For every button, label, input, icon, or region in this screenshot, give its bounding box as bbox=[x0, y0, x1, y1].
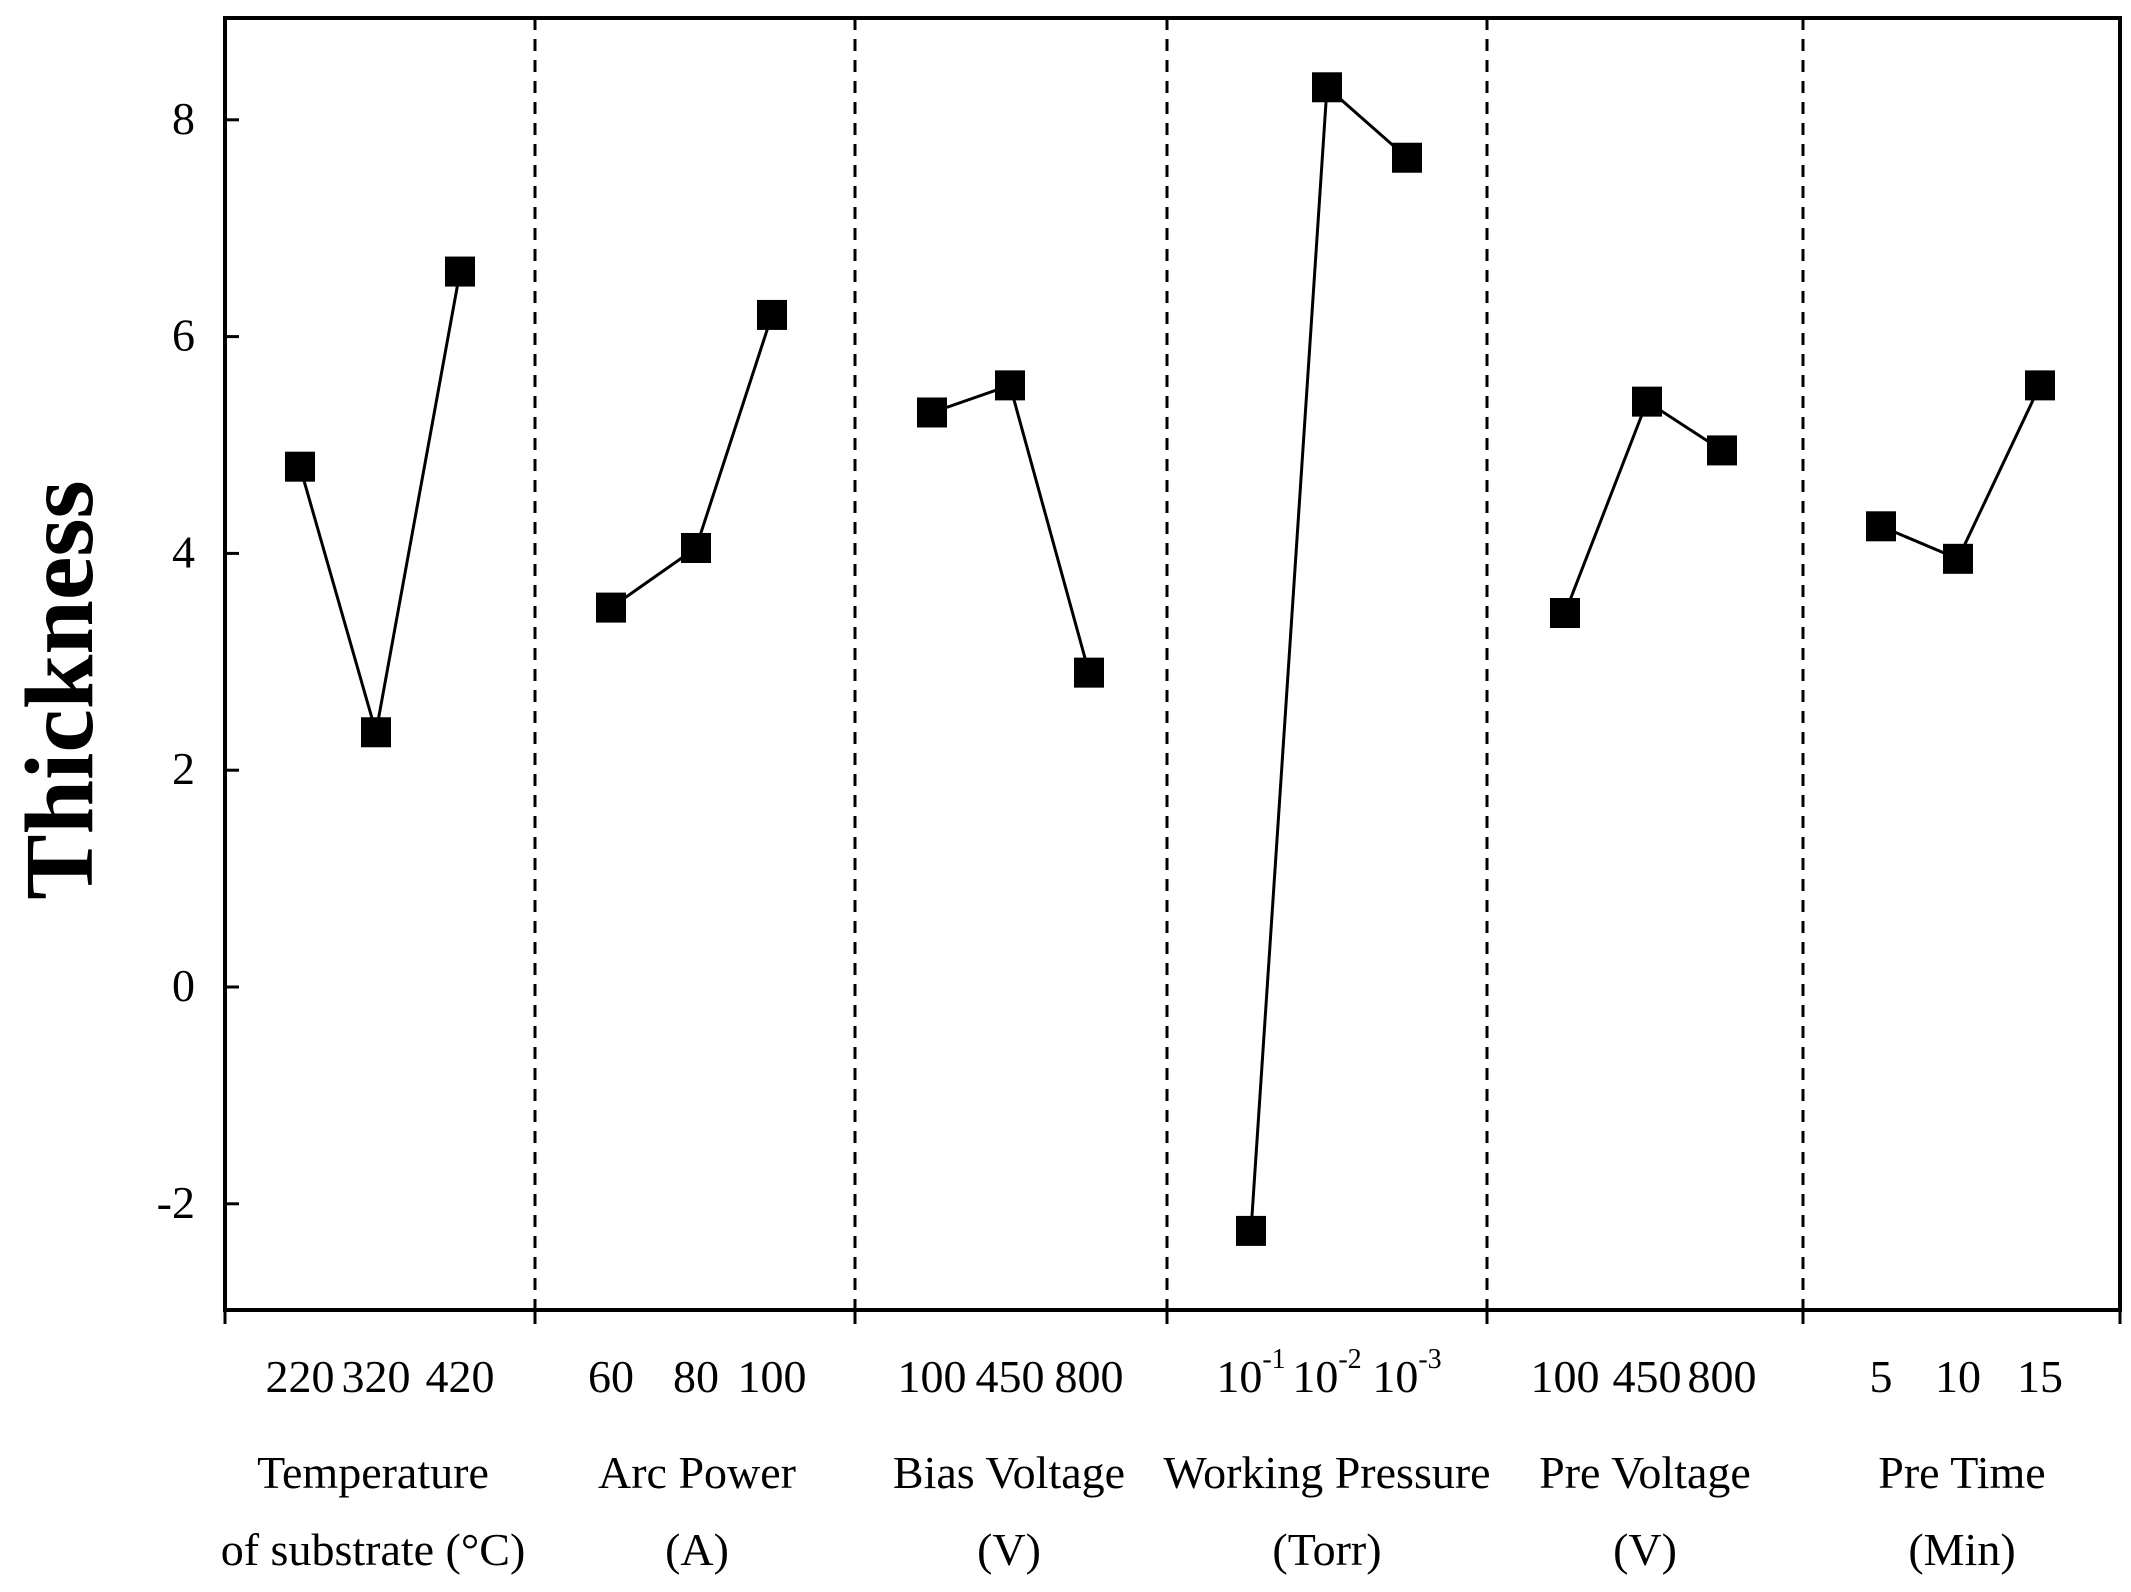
data-point-marker bbox=[1312, 72, 1342, 103]
data-point-marker bbox=[596, 592, 626, 623]
group-label-line1: Temperature bbox=[257, 1447, 489, 1498]
y-tick-label: 4 bbox=[172, 526, 195, 577]
x-tick-label: 10-1 bbox=[1216, 1344, 1285, 1402]
y-tick-label: 6 bbox=[172, 310, 195, 361]
series-line bbox=[931, 383, 1091, 674]
x-tick-label: 100 bbox=[738, 1351, 807, 1402]
x-tick-label: 320 bbox=[342, 1351, 411, 1402]
data-point-marker bbox=[917, 397, 947, 428]
y-tick-label: 2 bbox=[172, 743, 195, 794]
y-axis: -2 0 2 4 6 8 bbox=[157, 93, 239, 1228]
x-tick-label: 220 bbox=[266, 1351, 335, 1402]
data-point-marker bbox=[1866, 511, 1896, 542]
x-tick-label: 450 bbox=[1613, 1351, 1682, 1402]
x-tick-label: 80 bbox=[673, 1351, 719, 1402]
data-point-marker bbox=[1707, 435, 1737, 466]
y-axis-label: Thickness bbox=[6, 480, 114, 899]
data-point-marker bbox=[681, 532, 711, 563]
series-line bbox=[1249, 84, 1408, 1231]
group-label-line1: Pre Time bbox=[1878, 1447, 2045, 1498]
x-axis: 220 320 420 60 80 100 100 450 800 10-1 10-2 10-3 100… bbox=[223, 1310, 2122, 1402]
data-point-marker bbox=[1550, 598, 1580, 629]
y-tick-label: -2 bbox=[157, 1177, 195, 1228]
series-line bbox=[1563, 399, 1723, 614]
data-point-marker bbox=[995, 370, 1025, 401]
x-tick-label: 10-3 bbox=[1372, 1344, 1441, 1402]
x-tick-label: 5 bbox=[1870, 1351, 1893, 1402]
group-label-line1: Arc Power bbox=[598, 1447, 796, 1498]
x-tick-label: 420 bbox=[426, 1351, 495, 1402]
group-label-line2: of substrate (°C) bbox=[221, 1524, 526, 1575]
group-label-line2: (Torr) bbox=[1272, 1524, 1381, 1575]
group-label-line1: Working Pressure bbox=[1163, 1447, 1490, 1498]
y-tick-label: 0 bbox=[172, 960, 195, 1011]
x-tick-label: 10 bbox=[1935, 1351, 1981, 1402]
data-point-marker bbox=[2025, 370, 2055, 401]
data-point-marker bbox=[1236, 1215, 1266, 1246]
group-label-line2: (V) bbox=[977, 1524, 1041, 1575]
x-tick-label: 15 bbox=[2017, 1351, 2063, 1402]
x-tick-label: 800 bbox=[1688, 1351, 1757, 1402]
series-line bbox=[610, 314, 774, 609]
x-tick-label: 60 bbox=[588, 1351, 634, 1402]
x-tick-label: 450 bbox=[976, 1351, 1045, 1402]
x-tick-label: 100 bbox=[1531, 1351, 1600, 1402]
group-labels: Temperature of substrate (°C) Arc Power (A)… bbox=[221, 1447, 2046, 1575]
data-point-marker bbox=[1943, 543, 1973, 574]
group-label-line2: (V) bbox=[1613, 1524, 1677, 1575]
series-line bbox=[1880, 384, 2042, 561]
plot-area-frame bbox=[223, 16, 2122, 1312]
x-tick-label: 100 bbox=[898, 1351, 967, 1402]
data-point-marker bbox=[285, 451, 315, 482]
data-point-marker bbox=[361, 717, 391, 748]
group-label-line2: (A) bbox=[665, 1524, 729, 1575]
group-label-line1: Pre Voltage bbox=[1539, 1447, 1751, 1498]
group-label-line1: Bias Voltage bbox=[893, 1447, 1125, 1498]
data-point-marker bbox=[757, 299, 787, 330]
group-dividers bbox=[533, 18, 1805, 1310]
x-tick-label: 800 bbox=[1055, 1351, 1124, 1402]
x-tick-label: 10-2 bbox=[1292, 1344, 1361, 1402]
data-point-marker bbox=[445, 256, 475, 287]
data-series bbox=[285, 72, 2055, 1246]
data-point-marker bbox=[1074, 657, 1104, 688]
data-point-marker bbox=[1392, 142, 1422, 173]
y-tick-label: 8 bbox=[172, 93, 195, 144]
series-line bbox=[298, 271, 462, 733]
data-point-marker bbox=[1632, 386, 1662, 417]
group-label-line2: (Min) bbox=[1908, 1524, 2015, 1575]
